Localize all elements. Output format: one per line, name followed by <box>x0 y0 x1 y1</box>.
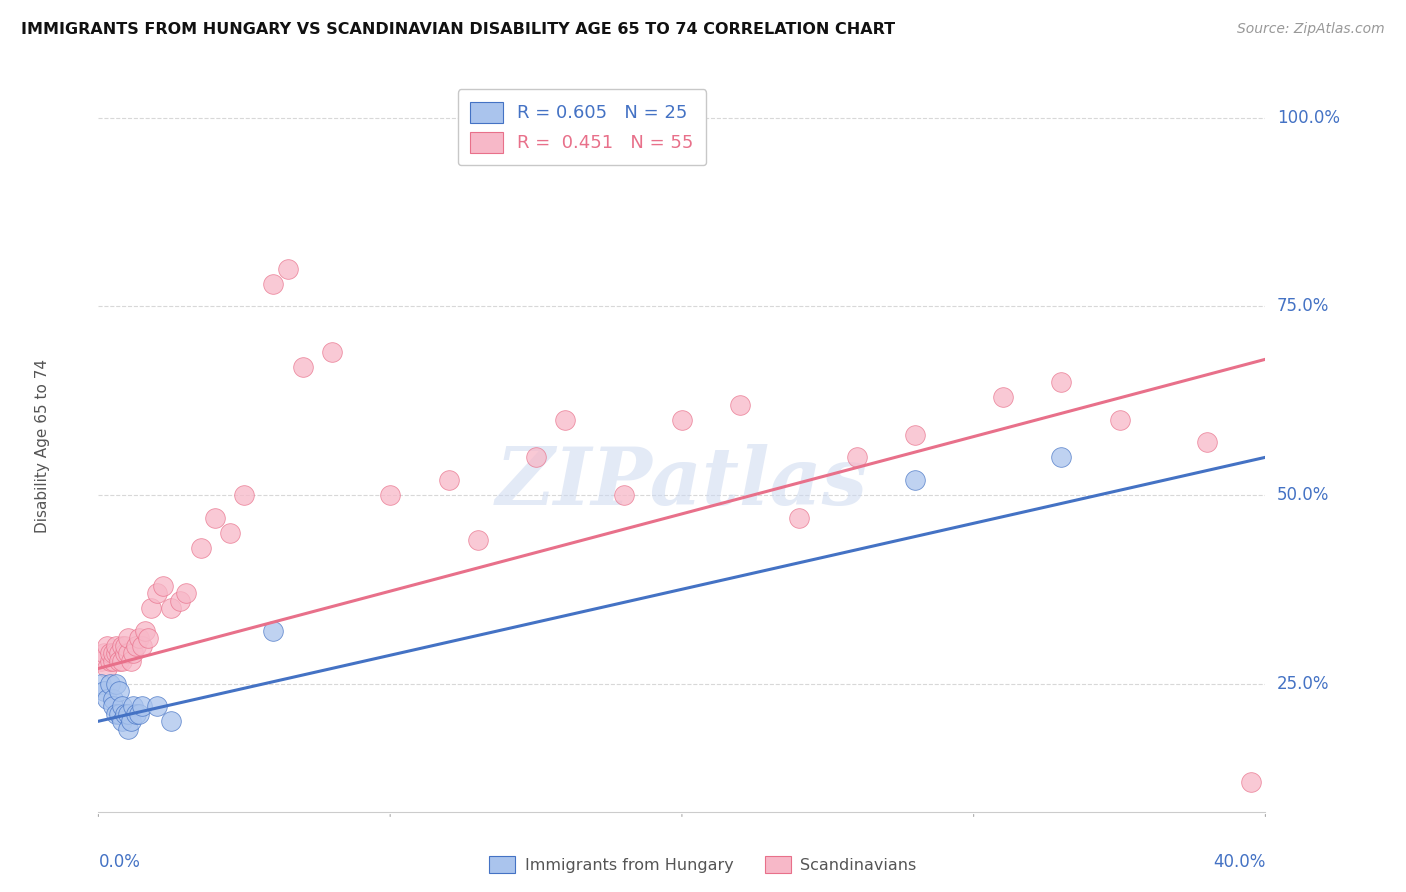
Point <box>122 699 145 714</box>
Point <box>98 646 121 660</box>
Point <box>96 661 118 675</box>
Point <box>108 654 131 668</box>
Point <box>169 593 191 607</box>
Point <box>90 654 112 668</box>
Point <box>101 654 124 668</box>
Point <box>108 684 131 698</box>
Point <box>1240 774 1263 789</box>
Point <box>90 676 112 690</box>
Point <box>117 706 139 721</box>
Point <box>128 706 150 721</box>
Point <box>120 654 142 668</box>
Text: ZIPatlas: ZIPatlas <box>496 444 868 521</box>
Point <box>131 699 153 714</box>
Point <box>117 646 139 660</box>
Point <box>437 473 460 487</box>
Point <box>671 412 693 426</box>
Text: Disability Age 65 to 74: Disability Age 65 to 74 <box>35 359 49 533</box>
Point <box>904 473 927 487</box>
Point <box>612 488 634 502</box>
Point <box>101 699 124 714</box>
Point <box>262 624 284 638</box>
Point <box>93 646 115 660</box>
Point <box>1108 412 1130 426</box>
Point <box>190 541 212 555</box>
Point <box>93 684 115 698</box>
Point <box>117 722 139 736</box>
Point <box>98 676 121 690</box>
Point <box>291 359 314 374</box>
Point <box>554 412 576 426</box>
Point <box>991 390 1014 404</box>
Point <box>233 488 256 502</box>
Point <box>117 632 139 646</box>
Point <box>122 646 145 660</box>
Point <box>128 632 150 646</box>
Point <box>321 344 343 359</box>
Point <box>1050 450 1073 465</box>
Point <box>125 639 148 653</box>
Point <box>114 706 136 721</box>
Text: 0.0%: 0.0% <box>98 853 141 871</box>
Text: 40.0%: 40.0% <box>1213 853 1265 871</box>
Text: 25.0%: 25.0% <box>1277 674 1330 692</box>
Point <box>114 639 136 653</box>
Point <box>104 639 127 653</box>
Point <box>146 699 169 714</box>
Point <box>1050 375 1073 389</box>
Point <box>111 714 134 729</box>
Point <box>101 691 124 706</box>
Point <box>104 646 127 660</box>
Point <box>160 714 183 729</box>
Point <box>98 654 121 668</box>
Text: 100.0%: 100.0% <box>1277 109 1340 127</box>
Point <box>120 714 142 729</box>
Point <box>101 646 124 660</box>
Point <box>139 601 162 615</box>
Point <box>1195 435 1218 450</box>
Point <box>96 639 118 653</box>
Point <box>111 654 134 668</box>
Point <box>467 533 489 548</box>
Point <box>524 450 547 465</box>
Point <box>125 706 148 721</box>
Point <box>174 586 197 600</box>
Point <box>146 586 169 600</box>
Legend: R = 0.605   N = 25, R =  0.451   N = 55: R = 0.605 N = 25, R = 0.451 N = 55 <box>457 89 706 165</box>
Point <box>108 706 131 721</box>
Text: 50.0%: 50.0% <box>1277 486 1330 504</box>
Point <box>277 261 299 276</box>
Point <box>111 639 134 653</box>
Point <box>96 691 118 706</box>
Text: 75.0%: 75.0% <box>1277 298 1330 316</box>
Text: IMMIGRANTS FROM HUNGARY VS SCANDINAVIAN DISABILITY AGE 65 TO 74 CORRELATION CHAR: IMMIGRANTS FROM HUNGARY VS SCANDINAVIAN … <box>21 22 896 37</box>
Point <box>152 578 174 592</box>
Point <box>730 398 752 412</box>
Point <box>108 646 131 660</box>
Point <box>134 624 156 638</box>
Point <box>380 488 402 502</box>
Point <box>846 450 869 465</box>
Point <box>787 510 810 524</box>
Point <box>136 632 159 646</box>
Legend: Immigrants from Hungary, Scandinavians: Immigrants from Hungary, Scandinavians <box>484 849 922 880</box>
Text: Source: ZipAtlas.com: Source: ZipAtlas.com <box>1237 22 1385 37</box>
Point <box>104 706 127 721</box>
Point <box>111 699 134 714</box>
Point <box>131 639 153 653</box>
Point <box>218 525 240 540</box>
Point <box>904 427 927 442</box>
Point <box>104 676 127 690</box>
Point <box>204 510 226 524</box>
Point <box>262 277 284 291</box>
Point <box>160 601 183 615</box>
Point <box>114 646 136 660</box>
